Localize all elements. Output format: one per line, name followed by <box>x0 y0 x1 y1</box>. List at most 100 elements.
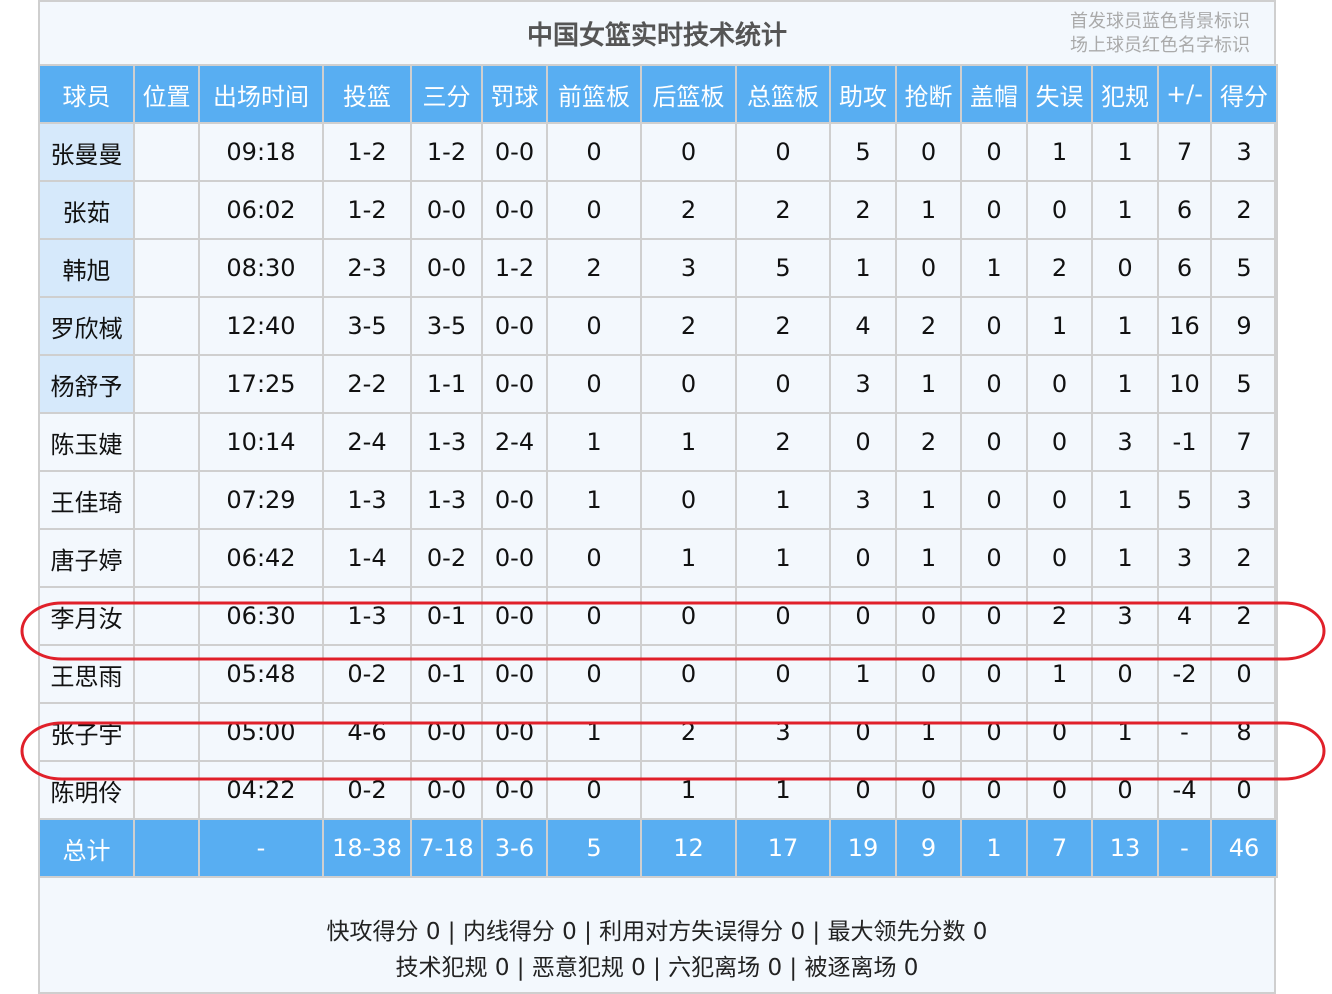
stat-cell: 1 <box>640 760 737 820</box>
stat-cell: 0 <box>960 296 1028 356</box>
stat-cell: 2 <box>735 296 831 356</box>
stat-cell: -1 <box>1157 412 1212 472</box>
table-row: 杨舒予 17:25 2-2 1-1 0-0 0 0 0 3 1 0 0 1 10 5 <box>38 354 1278 414</box>
stat-cell: 0 <box>546 528 642 588</box>
stat-cell: 0-0 <box>481 702 548 762</box>
stat-cell: 0 <box>546 354 642 414</box>
stat-cell: 3 <box>1157 528 1212 588</box>
stat-cell: 0 <box>1026 412 1093 472</box>
stat-cell: 05:48 <box>198 644 324 704</box>
stat-cell: 10 <box>1157 354 1212 414</box>
stat-cell: 1-3 <box>322 586 412 646</box>
stat-cell: 0 <box>960 470 1028 530</box>
stat-cell: 1-4 <box>322 528 412 588</box>
stat-cell: 0 <box>1026 180 1093 240</box>
table-row: 唐子婷 06:42 1-4 0-2 0-0 0 1 1 0 1 0 0 1 3 2 <box>38 528 1278 588</box>
stat-cell: 1 <box>895 354 962 414</box>
table-row: 李月汝 06:30 1-3 0-1 0-0 0 0 0 0 0 0 2 3 4 2 <box>38 586 1278 646</box>
player-name: 罗欣棫 <box>38 296 135 356</box>
stat-cell: 0 <box>829 528 897 588</box>
stat-cell: 4 <box>829 296 897 356</box>
stat-cell: 3-5 <box>322 296 412 356</box>
stat-cell <box>133 122 200 182</box>
stat-cell: 3-5 <box>410 296 483 356</box>
stat-cell: 0-0 <box>481 470 548 530</box>
stat-cell: 8 <box>1210 702 1278 762</box>
stat-cell: 1 <box>1091 470 1159 530</box>
total-cell: 17 <box>735 818 831 878</box>
stat-cell: 4 <box>1157 586 1212 646</box>
total-cell: 7-18 <box>410 818 483 878</box>
stat-cell <box>133 412 200 472</box>
stat-cell: 0-0 <box>481 644 548 704</box>
stat-cell: 1 <box>1091 180 1159 240</box>
total-cell: - <box>1157 818 1212 878</box>
stat-cell: 3 <box>735 702 831 762</box>
stat-cell: 0 <box>1091 760 1159 820</box>
stat-cell: 1-2 <box>481 238 548 298</box>
stat-cell: 0 <box>735 122 831 182</box>
stat-cell: 1 <box>895 180 962 240</box>
column-header: 总篮板 <box>735 64 831 124</box>
stat-cell: 0 <box>640 354 737 414</box>
column-header: +/- <box>1157 64 1212 124</box>
stat-cell: 06:02 <box>198 180 324 240</box>
column-header: 球员 <box>38 64 135 124</box>
stat-cell: 1 <box>1091 296 1159 356</box>
stat-cell: 2 <box>735 180 831 240</box>
player-name: 杨舒予 <box>38 354 135 414</box>
stat-cell: 0 <box>1026 760 1093 820</box>
stat-cell: 3 <box>1210 470 1278 530</box>
column-header: 出场时间 <box>198 64 324 124</box>
player-name: 唐子婷 <box>38 528 135 588</box>
stat-cell: 1 <box>640 528 737 588</box>
stat-cell: 1-1 <box>410 354 483 414</box>
summary-line-2: 技术犯规 0 | 恶意犯规 0 | 六犯离场 0 | 被逐离场 0 <box>395 955 919 981</box>
stat-cell: 0-0 <box>410 238 483 298</box>
stat-cell: 0 <box>546 180 642 240</box>
stat-cell: 5 <box>1210 238 1278 298</box>
stat-cell: 6 <box>1157 180 1212 240</box>
stat-cell: 0 <box>546 644 642 704</box>
stat-cell: 0-0 <box>481 354 548 414</box>
stat-cell: 2 <box>640 180 737 240</box>
stat-cell: 0 <box>1026 702 1093 762</box>
stat-cell: 0 <box>960 586 1028 646</box>
legend-note-oncourt: 场上球员红色名字标识 <box>1070 35 1250 56</box>
stat-cell: 0 <box>640 586 737 646</box>
table-row: 张茹 06:02 1-2 0-0 0-0 0 2 2 2 1 0 0 1 6 2 <box>38 180 1278 240</box>
stat-cell: 0 <box>735 354 831 414</box>
table-row: 韩旭 08:30 2-3 0-0 1-2 2 3 5 1 0 1 2 0 6 5 <box>38 238 1278 298</box>
stat-cell: 5 <box>1157 470 1212 530</box>
stat-cell: 08:30 <box>198 238 324 298</box>
summary-line-1: 快攻得分 0 | 内线得分 0 | 利用对方失误得分 0 | 最大领先分数 0 <box>326 919 988 945</box>
stat-cell: 0 <box>960 528 1028 588</box>
stat-cell: 1 <box>829 238 897 298</box>
column-header: 抢断 <box>895 64 962 124</box>
stat-cell <box>133 586 200 646</box>
stat-cell: 0 <box>895 122 962 182</box>
stat-cell <box>133 644 200 704</box>
stat-cell: 0 <box>829 702 897 762</box>
stat-cell: 0 <box>546 760 642 820</box>
stat-cell: 0 <box>640 470 737 530</box>
player-name: 陈玉婕 <box>38 412 135 472</box>
column-header: 三分 <box>410 64 483 124</box>
stat-cell <box>133 470 200 530</box>
stat-cell: 0 <box>895 238 962 298</box>
stat-cell: 1 <box>1091 528 1159 588</box>
stat-cell: 2-2 <box>322 354 412 414</box>
table-row: 王佳琦 07:29 1-3 1-3 0-0 1 0 1 3 1 0 0 1 5 3 <box>38 470 1278 530</box>
stat-cell: 2 <box>640 296 737 356</box>
stat-cell: 3 <box>829 354 897 414</box>
stat-cell: 0 <box>546 122 642 182</box>
stat-cell: 0 <box>1210 760 1278 820</box>
stat-cell: 0 <box>829 412 897 472</box>
stat-cell: -4 <box>1157 760 1212 820</box>
stat-cell: 7 <box>1157 122 1212 182</box>
stat-cell: 0-0 <box>410 180 483 240</box>
player-name: 陈明伶 <box>38 760 135 820</box>
column-header: 失误 <box>1026 64 1093 124</box>
stat-cell: 0 <box>1026 528 1093 588</box>
stat-cell: 0-0 <box>481 296 548 356</box>
